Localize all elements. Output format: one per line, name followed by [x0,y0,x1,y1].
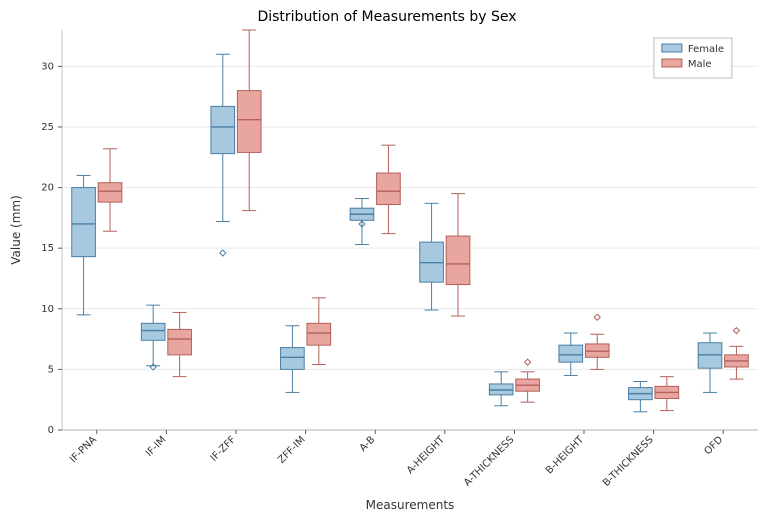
box [211,106,235,153]
x-tick-label: IF-ZFF [209,434,239,464]
box [168,329,192,354]
x-tick-label: A-HEIGHT [405,434,448,477]
box [559,345,583,362]
box [307,323,331,345]
y-tick-label: 15 [41,243,54,254]
y-tick-label: 20 [41,183,54,194]
box [237,91,261,153]
x-tick-label: A-B [358,434,378,454]
box [72,188,96,257]
chart-title: Distribution of Measurements by Sex [257,9,516,25]
x-tick-label: B-HEIGHT [544,434,587,477]
x-tick-label: ZFF-IM [276,434,307,465]
y-tick-label: 0 [48,425,54,436]
legend-swatch [662,59,682,67]
box [446,236,470,284]
boxplot-chart: Distribution of Measurements by Sex 0 5 10… [0,0,774,521]
x-tick-label: B-THICKNESS [601,434,656,489]
legend: Female Male [654,38,732,78]
box [98,183,122,202]
x-tick-label: A-THICKNESS [462,434,516,488]
box [141,323,165,340]
x-tick-label: OFD [702,434,725,457]
y-axis-label: Value (mm) [9,195,23,265]
x-tick-label: IF-PNA [68,434,99,465]
box [377,173,401,205]
legend-label: Male [688,59,712,70]
y-tick-label: 25 [41,122,54,133]
y-tick-label: 5 [48,364,54,375]
y-tick-label: 30 [41,61,54,72]
legend-swatch [662,44,682,52]
legend-label: Female [688,44,724,55]
y-tick-label: 10 [41,304,54,315]
box [281,348,305,370]
chart-svg: 0 5 10 15 20 25 30 Value (mm) IF-PNA IF-IM IF-ZFF Z… [0,0,774,521]
x-tick-label: IF-IM [144,434,169,459]
x-axis-label: Measurements [366,498,455,512]
